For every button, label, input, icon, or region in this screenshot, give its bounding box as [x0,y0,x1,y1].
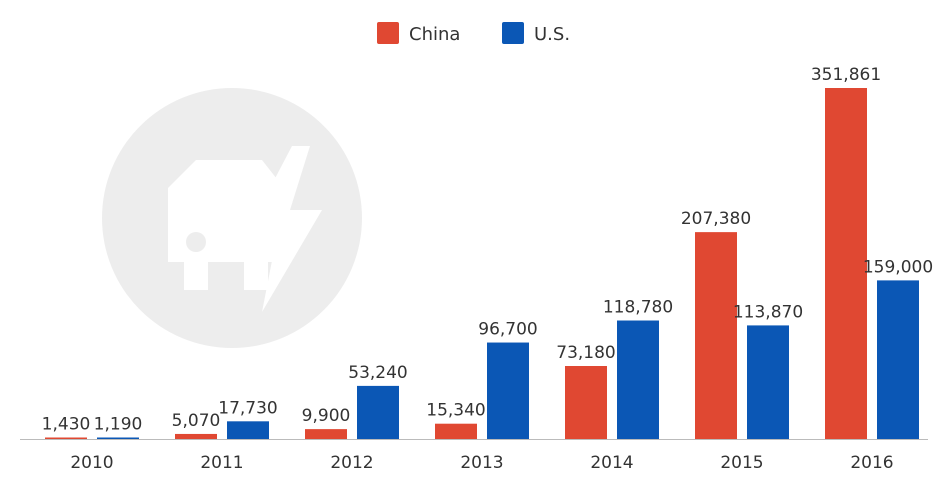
data-label-us-2013: 96,700 [478,320,537,340]
legend: China U.S. [377,22,570,45]
x-tick-label-2013: 2013 [460,453,503,473]
x-tick-label-2015: 2015 [720,453,763,473]
legend-swatch-us [502,22,524,44]
data-label-china-2012: 9,900 [302,406,351,426]
legend-label-china: China [409,24,460,45]
x-tick-label-2012: 2012 [330,453,373,473]
bar-china-2013 [435,423,477,439]
bar-us-2015 [747,325,789,439]
bar-china-2014 [565,365,607,439]
bar-us-2013 [487,342,529,439]
data-label-us-2014: 118,780 [603,298,673,318]
bar-us-2016 [877,280,919,439]
data-label-china-2011: 5,070 [172,411,221,431]
data-label-us-2010: 1,190 [94,415,143,435]
x-axis-tick-labels: 2010 2011 2012 2013 2014 2015 2016 [70,453,893,473]
bar-china-2016 [825,88,867,439]
legend-swatch-china [377,22,399,44]
x-tick-label-2014: 2014 [590,453,633,473]
data-label-us-2011: 17,730 [218,398,277,418]
data-label-china-2013: 15,340 [426,401,485,421]
bar-china-2011 [175,433,217,439]
data-label-us-2012: 53,240 [348,363,407,383]
data-label-china-2014: 73,180 [556,343,615,363]
bar-us-2011 [227,421,269,439]
data-label-us-2016: 159,000 [863,257,933,277]
bar-china-2010 [45,437,87,439]
x-tick-label-2011: 2011 [200,453,243,473]
data-label-us-2015: 113,870 [733,302,803,322]
electric-car-bolt-icon [102,88,362,348]
x-tick-label-2010: 2010 [70,453,113,473]
bars-group [45,88,919,439]
bar-china-2015 [695,232,737,439]
bar-us-2014 [617,320,659,439]
bar-china-2012 [305,429,347,439]
bar-us-2010 [97,437,139,439]
data-label-china-2015: 207,380 [681,209,751,229]
x-tick-label-2016: 2016 [850,453,893,473]
legend-label-us: U.S. [534,24,570,45]
bar-us-2012 [357,385,399,439]
data-label-china-2010: 1,430 [42,415,91,435]
data-label-china-2016: 351,861 [811,65,881,85]
